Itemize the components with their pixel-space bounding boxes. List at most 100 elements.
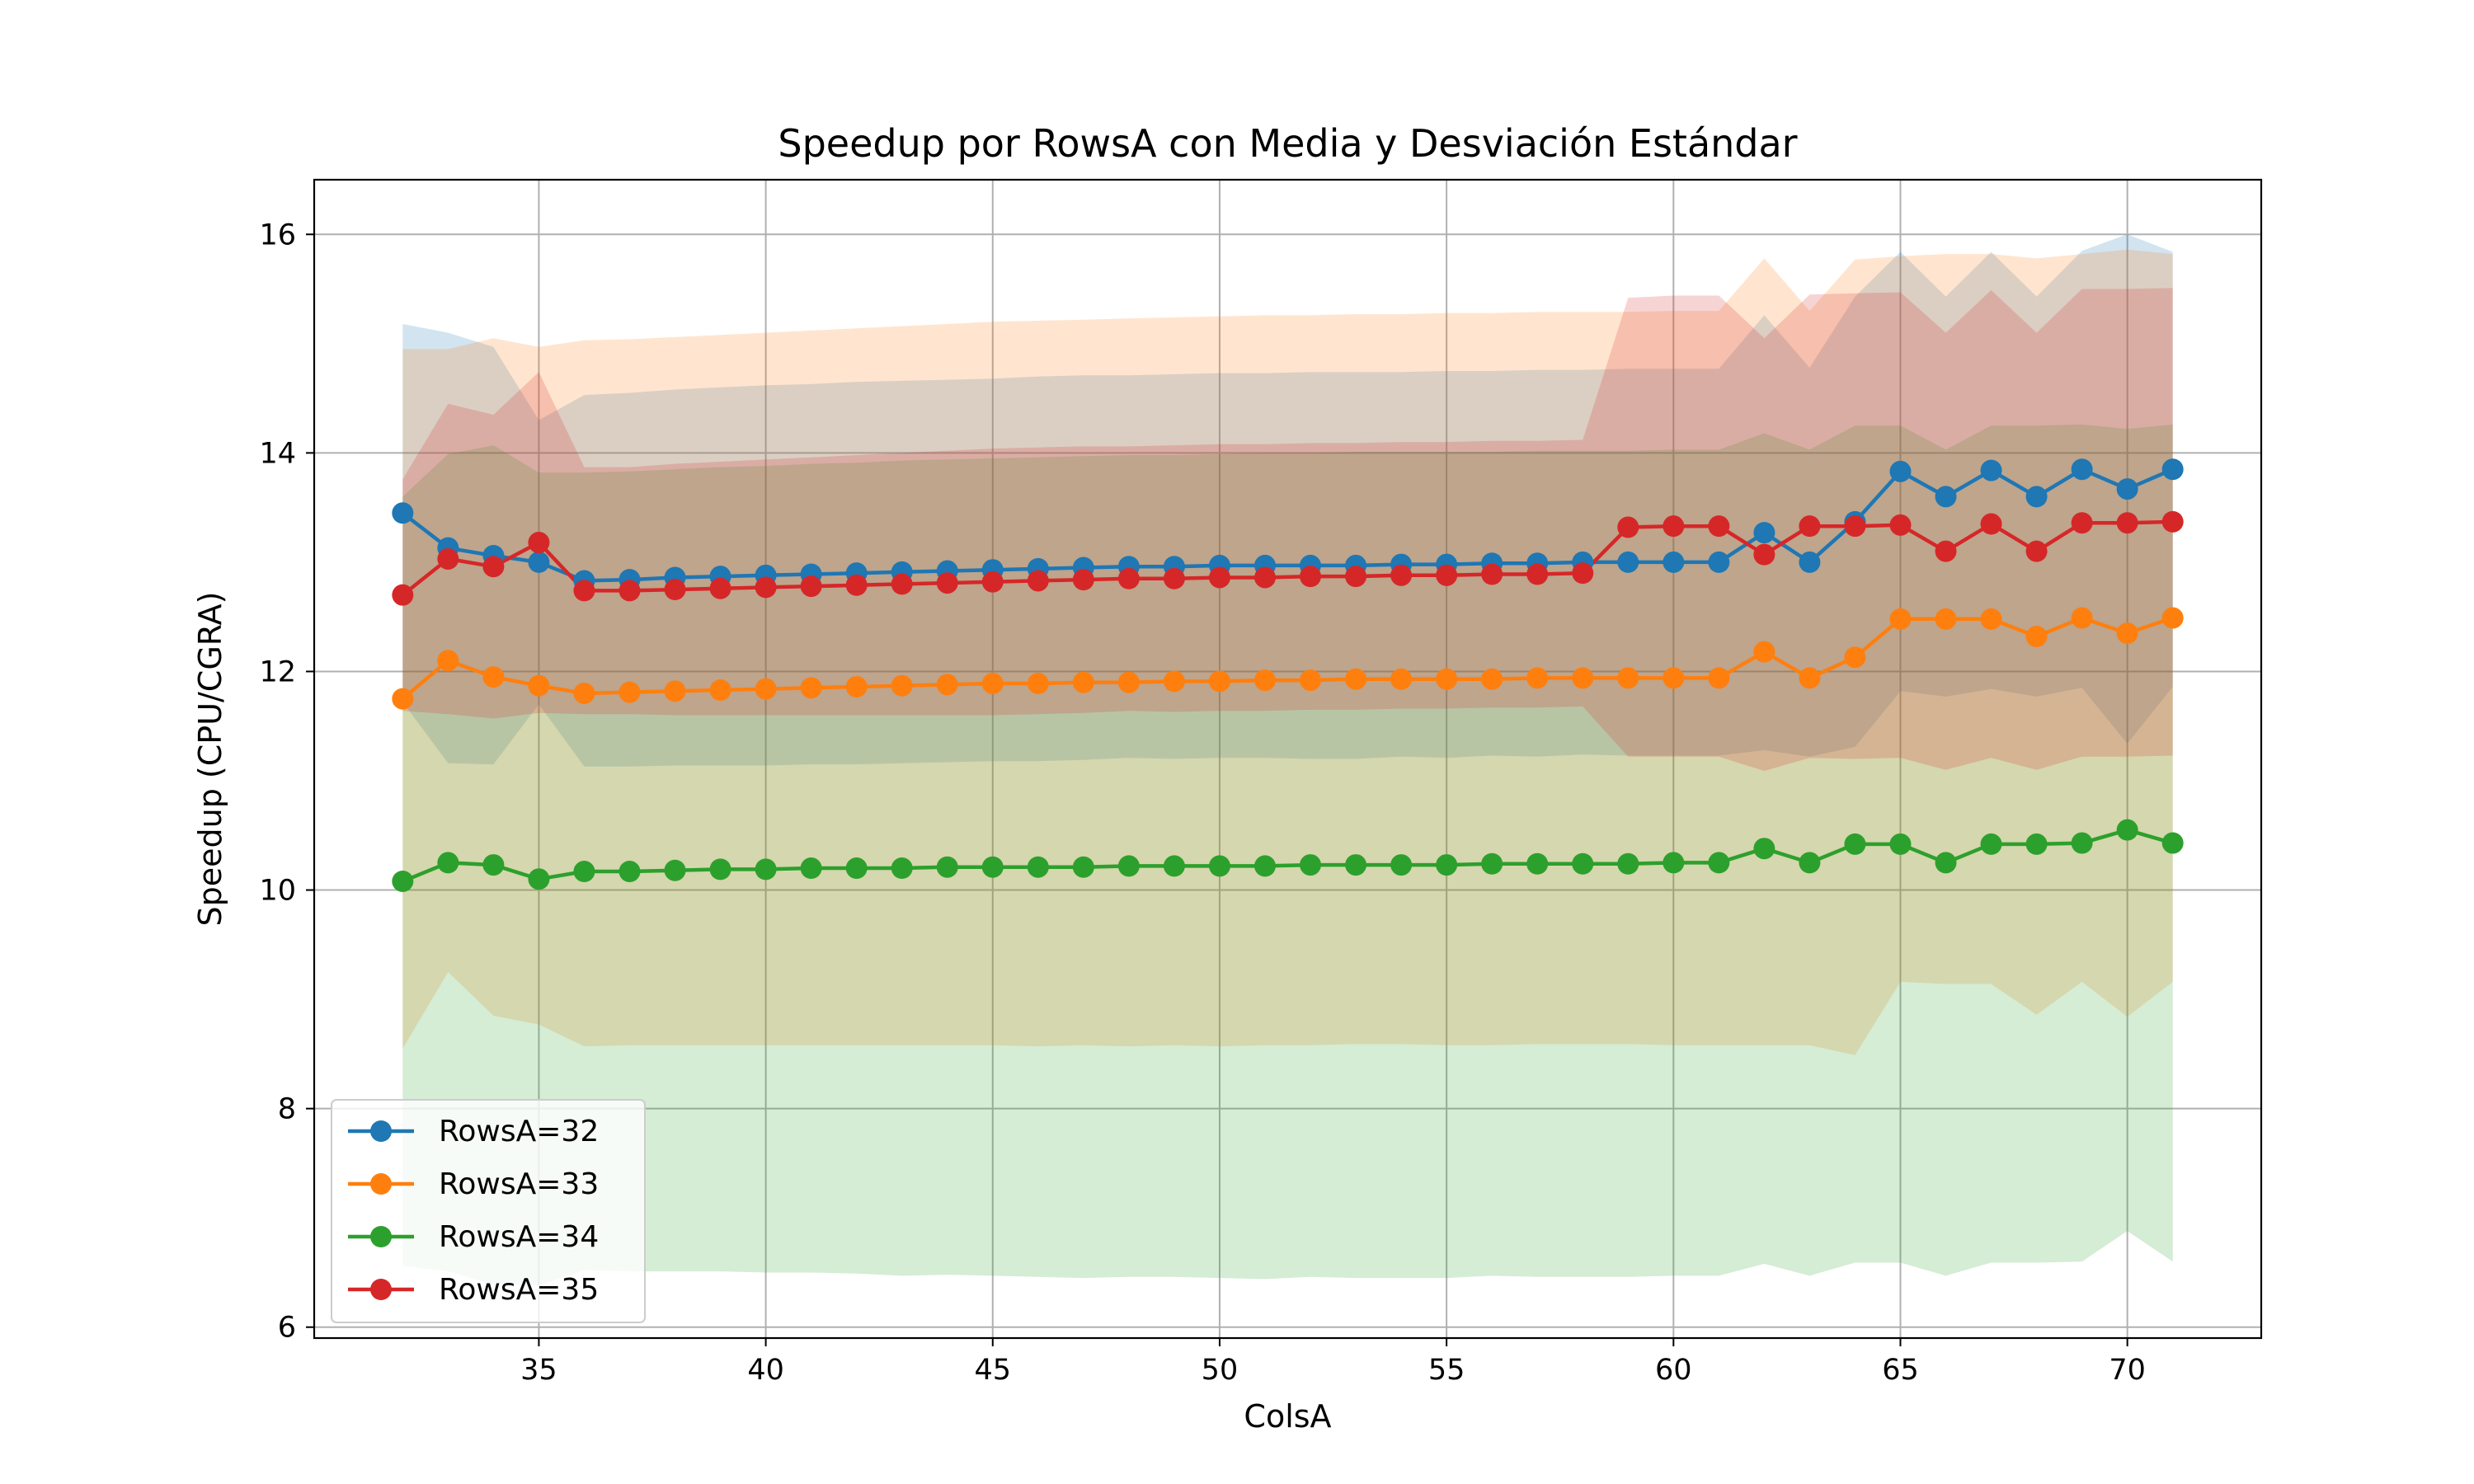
std-band-rowsa-0 xyxy=(402,234,2173,767)
std-band-rowsa-2 xyxy=(402,424,2173,1286)
x-tick-label: 35 xyxy=(520,1354,557,1387)
legend-marker xyxy=(370,1173,392,1195)
data-point xyxy=(1163,855,1185,877)
data-point xyxy=(1436,668,1458,690)
data-point xyxy=(618,861,641,883)
data-point xyxy=(1481,852,1503,875)
data-point xyxy=(437,547,459,570)
plot-frame xyxy=(313,178,2263,1340)
x-tick-label: 45 xyxy=(974,1354,1011,1387)
series-line-rowsa-3 xyxy=(401,519,2173,597)
data-point xyxy=(2116,819,2138,841)
data-point xyxy=(1072,569,1094,591)
data-point xyxy=(437,852,459,874)
data-point xyxy=(618,681,641,703)
data-point xyxy=(1117,567,1140,589)
legend-marker xyxy=(370,1279,392,1300)
data-point xyxy=(1572,562,1594,585)
data-point xyxy=(1708,667,1730,689)
data-point xyxy=(1208,855,1230,877)
data-point xyxy=(1526,667,1549,689)
data-point xyxy=(1163,670,1185,693)
data-point xyxy=(1208,566,1230,589)
data-point xyxy=(1208,670,1230,693)
x-tick-label: 70 xyxy=(2109,1354,2146,1387)
data-point xyxy=(1300,566,1322,588)
data-point xyxy=(1390,564,1413,586)
data-point xyxy=(1572,667,1594,689)
data-point xyxy=(2071,458,2093,481)
data-point xyxy=(1889,833,1912,855)
data-point xyxy=(1753,543,1776,566)
data-point xyxy=(1844,646,1866,669)
data-point xyxy=(2116,622,2138,645)
legend-label: RowsA=32 xyxy=(439,1115,599,1148)
data-point xyxy=(755,576,777,599)
data-point xyxy=(482,666,505,688)
std-band-rowsa-1 xyxy=(402,249,2173,1055)
data-point xyxy=(1708,551,1730,573)
data-point xyxy=(981,571,1004,593)
data-point xyxy=(1345,566,1367,588)
legend-marker xyxy=(370,1120,392,1142)
data-point xyxy=(664,579,686,601)
data-point xyxy=(1617,852,1639,875)
x-tick-label: 50 xyxy=(1202,1354,1239,1387)
data-point xyxy=(392,502,414,524)
data-point xyxy=(1072,856,1094,878)
std-band-rowsa-3 xyxy=(402,288,2173,772)
data-point xyxy=(1980,833,2002,855)
data-point xyxy=(981,673,1004,695)
x-tick-label: 55 xyxy=(1428,1354,1465,1387)
data-point xyxy=(2025,833,2048,855)
data-point xyxy=(891,674,913,697)
data-point xyxy=(1253,669,1276,692)
std-bands xyxy=(402,234,2173,1286)
series-line-rowsa-2 xyxy=(402,828,2174,884)
y-axis-label: Speedup (CPU/CGRA) xyxy=(192,592,228,927)
x-tick-label: 60 xyxy=(1655,1354,1692,1387)
data-point xyxy=(936,572,958,594)
y-tick-label: 12 xyxy=(259,655,296,688)
data-point xyxy=(618,580,641,602)
data-point xyxy=(392,584,414,606)
data-point xyxy=(664,859,686,881)
series-markers xyxy=(392,458,2184,892)
data-point xyxy=(2161,510,2184,533)
data-point xyxy=(1526,852,1549,875)
data-point xyxy=(1117,671,1140,693)
data-point xyxy=(845,574,868,596)
data-point xyxy=(573,580,595,602)
data-point xyxy=(1436,564,1458,586)
data-point xyxy=(709,577,731,599)
data-point xyxy=(528,551,550,573)
data-point xyxy=(845,676,868,698)
data-point xyxy=(2025,486,2048,508)
data-point xyxy=(1163,567,1185,589)
y-tick-label: 10 xyxy=(259,875,296,908)
data-point xyxy=(1481,563,1503,585)
data-point xyxy=(1617,516,1639,538)
data-point xyxy=(1027,673,1049,695)
data-point xyxy=(2161,458,2184,481)
x-tick-label: 40 xyxy=(747,1354,784,1387)
legend-box xyxy=(331,1099,646,1323)
legend-label: RowsA=34 xyxy=(439,1220,599,1254)
data-point xyxy=(1799,551,1821,573)
data-point xyxy=(800,857,822,880)
data-point xyxy=(1253,855,1276,877)
data-point xyxy=(392,870,414,892)
data-point xyxy=(891,857,913,880)
data-point xyxy=(1753,641,1776,663)
data-point xyxy=(1345,854,1367,876)
data-point xyxy=(664,680,686,702)
data-point xyxy=(1663,551,1685,573)
data-point xyxy=(1436,854,1458,876)
data-point xyxy=(1799,852,1821,874)
data-point xyxy=(1753,522,1776,544)
data-point xyxy=(1390,854,1413,876)
data-point xyxy=(1617,667,1639,689)
legend: RowsA=32 RowsA=33 RowsA=34 RowsA=35 xyxy=(331,1099,646,1323)
data-point xyxy=(1799,667,1821,689)
